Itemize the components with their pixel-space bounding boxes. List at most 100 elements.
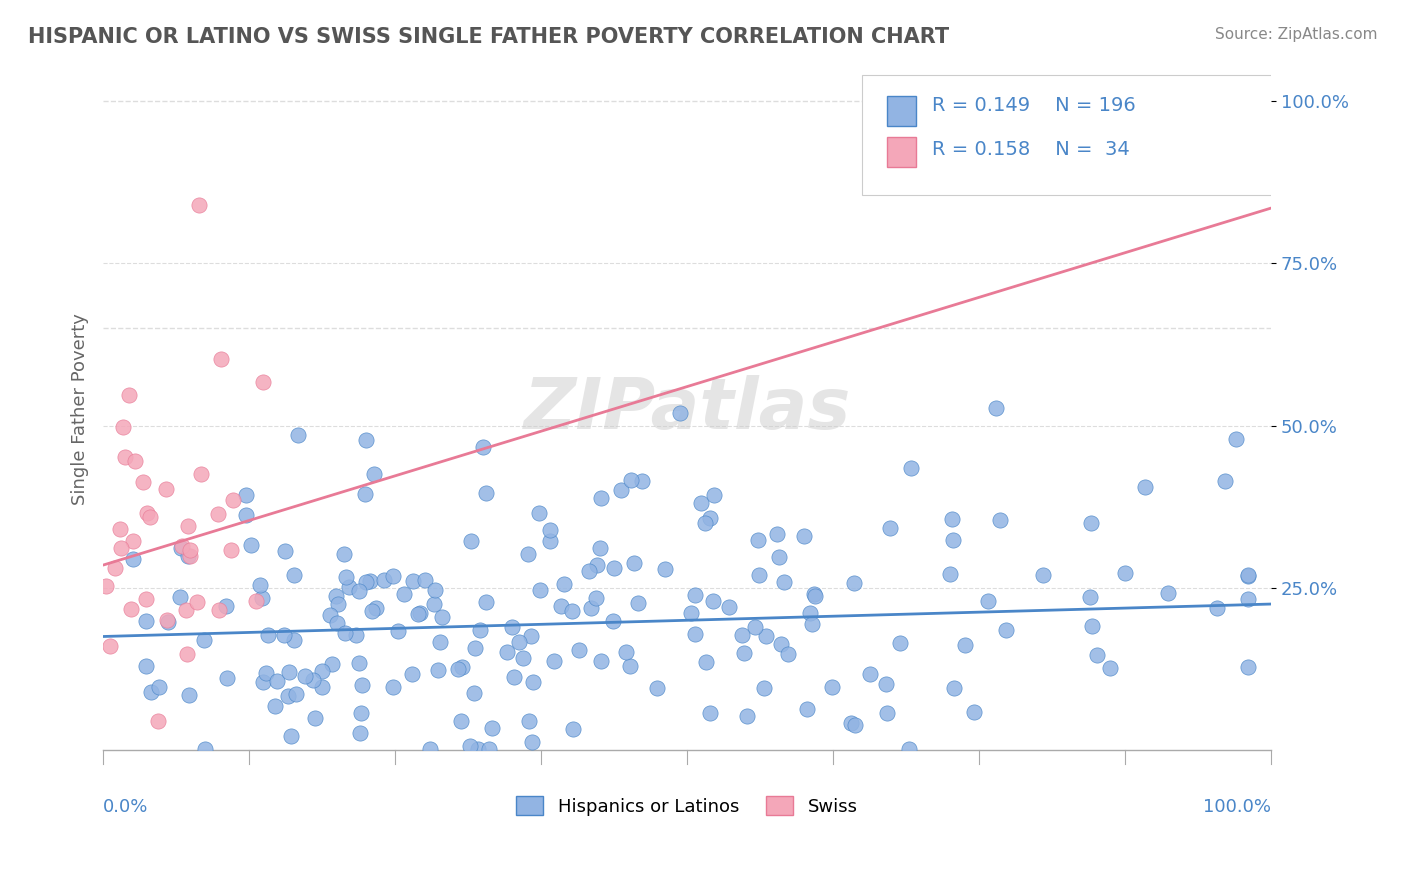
Point xyxy=(550,599,572,614)
Point xyxy=(876,706,898,721)
Point xyxy=(361,604,384,618)
Point xyxy=(755,629,778,643)
Text: R = 0.158    N =  34: R = 0.158 N = 34 xyxy=(886,136,1084,156)
Point xyxy=(392,587,415,601)
Point xyxy=(799,607,821,621)
Point xyxy=(508,634,530,648)
Point xyxy=(472,440,495,454)
Point xyxy=(179,549,201,563)
Point xyxy=(328,597,350,611)
Point xyxy=(610,483,633,497)
Point xyxy=(304,711,326,725)
Legend: Hispanics or Latinos, Swiss: Hispanics or Latinos, Swiss xyxy=(509,789,865,822)
Point xyxy=(578,564,600,578)
Point xyxy=(284,687,307,701)
Point xyxy=(179,543,201,558)
Point xyxy=(579,601,602,615)
Point xyxy=(172,539,194,553)
Point xyxy=(839,716,862,731)
Point xyxy=(879,521,901,535)
Point xyxy=(769,637,792,651)
Point xyxy=(256,627,278,641)
FancyBboxPatch shape xyxy=(862,75,1282,194)
Point xyxy=(614,645,637,659)
Point xyxy=(356,575,378,590)
Point xyxy=(419,742,441,756)
Point xyxy=(321,657,343,671)
Point xyxy=(254,666,277,681)
Point xyxy=(859,667,882,681)
Point xyxy=(512,651,534,665)
Point xyxy=(1206,600,1229,615)
Point xyxy=(215,599,238,613)
Point xyxy=(645,681,668,695)
Point xyxy=(450,714,472,729)
Point xyxy=(1236,569,1258,583)
Point xyxy=(252,375,274,389)
Point xyxy=(1213,475,1236,489)
Point xyxy=(114,450,136,464)
Point xyxy=(120,602,142,616)
Point xyxy=(669,406,692,420)
Point xyxy=(333,547,356,561)
Point xyxy=(695,655,717,669)
Point xyxy=(283,632,305,647)
Point xyxy=(350,706,373,720)
Point xyxy=(703,488,725,502)
Point xyxy=(409,606,432,620)
Point xyxy=(122,552,145,566)
Point xyxy=(335,625,357,640)
Point xyxy=(543,655,565,669)
Point xyxy=(347,584,370,599)
Point xyxy=(451,659,474,673)
Point xyxy=(898,742,921,756)
Point xyxy=(561,604,583,618)
Point xyxy=(467,742,489,756)
Point xyxy=(627,595,650,609)
Point xyxy=(963,705,986,719)
Point xyxy=(135,659,157,673)
Text: R = 0.149    N = 196: R = 0.149 N = 196 xyxy=(886,89,1090,108)
Point xyxy=(235,487,257,501)
Point xyxy=(350,678,373,692)
Point xyxy=(349,657,371,671)
Point xyxy=(1114,566,1136,581)
Point xyxy=(156,613,179,627)
Point xyxy=(796,702,818,716)
Point xyxy=(110,541,132,555)
Point xyxy=(278,665,301,680)
Point xyxy=(209,351,232,366)
Point xyxy=(585,591,607,606)
Point xyxy=(1225,432,1247,446)
Point xyxy=(683,589,706,603)
Point xyxy=(337,580,360,594)
Point xyxy=(176,647,198,661)
Point xyxy=(194,742,217,756)
Point xyxy=(302,673,325,688)
Point xyxy=(747,533,769,548)
Point xyxy=(654,562,676,576)
Point xyxy=(702,594,724,608)
Point xyxy=(502,670,524,684)
Point xyxy=(401,667,423,681)
Point xyxy=(568,643,591,657)
Point xyxy=(995,623,1018,637)
FancyBboxPatch shape xyxy=(887,136,917,168)
Point xyxy=(699,706,721,720)
Point xyxy=(94,578,117,592)
Text: R = 0.158    N =  34: R = 0.158 N = 34 xyxy=(932,140,1130,159)
Point xyxy=(1080,590,1102,604)
Point xyxy=(277,690,299,704)
Point xyxy=(942,533,965,547)
Point xyxy=(118,388,141,402)
Point xyxy=(429,635,451,649)
Point xyxy=(98,639,121,653)
Point xyxy=(733,647,755,661)
Point xyxy=(319,607,342,622)
Point xyxy=(603,561,626,575)
Point xyxy=(344,628,367,642)
Point xyxy=(415,573,437,587)
Point xyxy=(1157,586,1180,600)
Point xyxy=(623,556,645,570)
Point xyxy=(423,597,446,611)
